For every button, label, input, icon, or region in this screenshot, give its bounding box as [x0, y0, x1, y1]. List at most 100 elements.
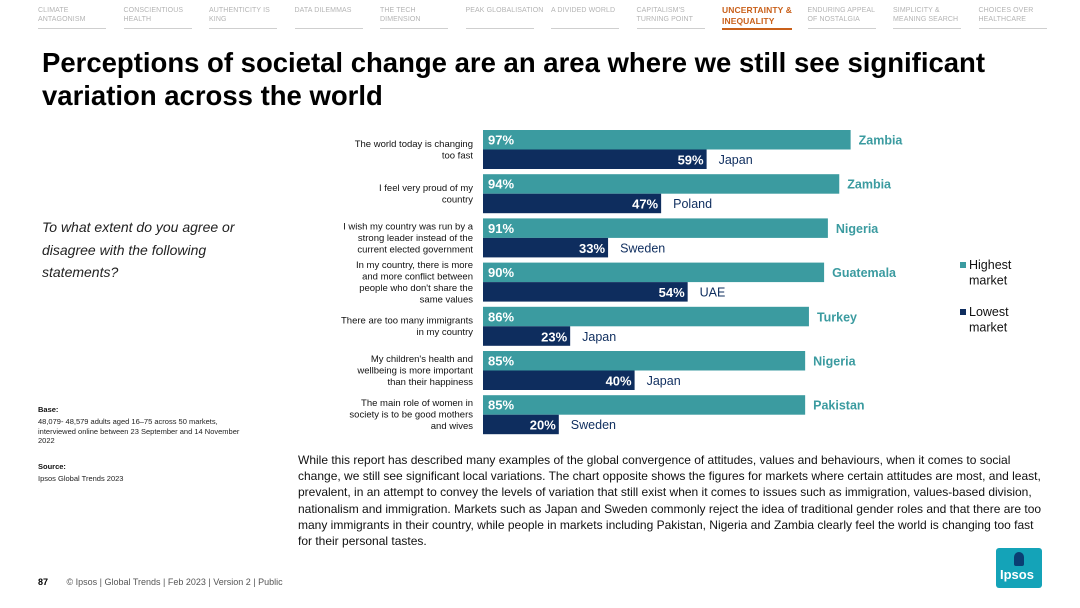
- bar-highest: [483, 174, 840, 194]
- category-label: There are too many immigrants in my count…: [341, 316, 473, 339]
- bar-highest-value: 94%: [488, 177, 514, 192]
- legend-label: Highest market: [969, 258, 1012, 288]
- nav-item[interactable]: Authenticity is king: [209, 6, 287, 29]
- bar-highest-market: Zambia: [847, 178, 892, 192]
- logo-mark-icon: [1014, 552, 1024, 566]
- nav-item[interactable]: Data dilemmas: [294, 6, 373, 29]
- bar-highest: [483, 262, 825, 283]
- bar-lowest-value: 20%: [530, 418, 556, 433]
- bar-highest-market: Guatemala: [832, 266, 897, 280]
- bar-lowest-market: Sweden: [571, 418, 616, 432]
- bar-lowest: [483, 414, 559, 435]
- bar-lowest-market: Poland: [673, 197, 712, 211]
- top-navigation: Climate antagonism Conscientious health Au…: [0, 0, 1080, 34]
- category-label: The world today is changing too fast: [355, 139, 474, 162]
- nav-item[interactable]: Choices over healthcare: [978, 6, 1057, 29]
- nav-item-label: Climate antagonism: [38, 7, 86, 23]
- bar-highest-value: 90%: [488, 265, 514, 280]
- bar-lowest-value: 23%: [541, 329, 567, 344]
- bar-highest-value: 86%: [488, 309, 514, 324]
- bar-highest-market: Nigeria: [813, 355, 856, 369]
- bar-lowest-value: 33%: [579, 241, 605, 256]
- nav-item[interactable]: Peak globalisation: [465, 6, 544, 29]
- nav-underline: [209, 28, 277, 29]
- nav-item-label: Authenticity is king: [209, 7, 270, 23]
- bar-lowest-value: 40%: [606, 374, 632, 389]
- bar-lowest-market: Sweden: [620, 241, 665, 255]
- category-label: In my country, there is more and more con…: [356, 260, 473, 306]
- category-label: I wish my country was run by a strong lea…: [343, 221, 474, 255]
- bar-chart: The world today is changing too fast 97% Za…: [341, 130, 1012, 435]
- bar-lowest: [483, 149, 707, 169]
- nav-item[interactable]: Capitalism's turning point: [636, 6, 715, 29]
- nav-underline: [294, 28, 363, 29]
- bar-highest: [483, 218, 828, 238]
- nav-item-label: Simplicity & meaning search: [893, 7, 959, 23]
- nav-underline: [807, 28, 876, 29]
- base-text: 48,079- 48,579 adults aged 16–75 across …: [38, 417, 240, 445]
- bar-lowest-market: Japan: [582, 330, 616, 344]
- bar-lowest-value: 59%: [678, 153, 704, 168]
- bar-highest-market: Pakistan: [813, 399, 864, 413]
- nav-item[interactable]: Climate antagonism: [38, 6, 116, 29]
- bar-lowest: [483, 326, 571, 346]
- page-number: 87: [38, 577, 49, 587]
- nav-underline: [123, 28, 192, 29]
- nav-item[interactable]: Uncertainty & inequality: [722, 5, 800, 30]
- nav-underline: [722, 28, 792, 30]
- bar-lowest: [483, 193, 662, 214]
- category-label: The main role of women in society is to b…: [349, 398, 473, 432]
- nav-item-label: A divided world: [551, 7, 616, 14]
- nav-item[interactable]: A divided world: [551, 6, 629, 29]
- nav-item-label: Capitalism's turning point: [636, 7, 694, 23]
- nav-item[interactable]: Enduring appeal of nostalgia: [807, 6, 886, 29]
- nav-underline: [380, 28, 448, 29]
- footer-text: © Ipsos | Global Trends | Feb 2023 | Ver…: [66, 577, 283, 587]
- base-label: Base:: [38, 405, 59, 414]
- body-paragraph: While this report has described many exa…: [298, 453, 1042, 549]
- nav-item[interactable]: The tech dimension: [380, 6, 458, 29]
- category-label: I feel very proud of my country: [379, 183, 473, 206]
- bar-lowest-market: Japan: [647, 374, 681, 388]
- category-label: My children's health and wellbeing is mor…: [356, 354, 473, 388]
- bar-lowest-value: 47%: [632, 197, 658, 212]
- nav-item[interactable]: Simplicity & meaning search: [893, 6, 971, 29]
- source-label: Source:: [38, 462, 66, 471]
- bar-lowest: [483, 282, 688, 302]
- bar-lowest-market: UAE: [700, 286, 726, 300]
- nav-item-label: The tech dimension: [380, 7, 421, 23]
- bar-highest-market: Zambia: [859, 134, 904, 148]
- bar-highest-value: 85%: [488, 354, 514, 369]
- bar-lowest: [483, 237, 609, 258]
- bar-lowest: [483, 370, 635, 390]
- bar-highest: [483, 395, 806, 415]
- bar-highest: [483, 351, 806, 371]
- nav-underline: [978, 28, 1047, 29]
- bar-highest-market: Turkey: [817, 310, 857, 324]
- legend-swatch: [960, 262, 966, 268]
- bar-lowest-value: 54%: [659, 285, 685, 300]
- bar-highest-value: 91%: [488, 221, 514, 236]
- nav-item-label: Conscientious health: [123, 7, 184, 23]
- footer: 87 © Ipsos | Global Trends | Feb 2023 | …: [38, 577, 283, 587]
- logo-text: Ipsos: [1000, 567, 1034, 582]
- bar-lowest-market: Japan: [719, 153, 753, 167]
- nav-item-label: Choices over healthcare: [978, 7, 1034, 23]
- nav-item-label: Peak globalisation: [465, 7, 544, 14]
- nav-item-label: Enduring appeal of nostalgia: [807, 7, 875, 23]
- nav-item-label: Uncertainty & inequality: [722, 5, 792, 26]
- nav-underline: [893, 28, 961, 29]
- legend-swatch: [960, 309, 966, 315]
- nav-item[interactable]: Conscientious health: [123, 6, 202, 29]
- bar-highest-market: Nigeria: [836, 222, 879, 236]
- bar-highest: [483, 130, 851, 150]
- nav-underline: [38, 28, 106, 29]
- nav-item-label: Data dilemmas: [294, 7, 352, 14]
- source-text: Ipsos Global Trends 2023: [38, 474, 124, 483]
- nav-underline: [551, 28, 619, 29]
- survey-question: To what extent do you agree or disagree …: [42, 219, 235, 280]
- bar-highest: [483, 306, 809, 327]
- bar-highest-value: 97%: [488, 133, 514, 148]
- ipsos-logo: Ipsos: [996, 548, 1042, 588]
- nav-underline: [636, 28, 705, 29]
